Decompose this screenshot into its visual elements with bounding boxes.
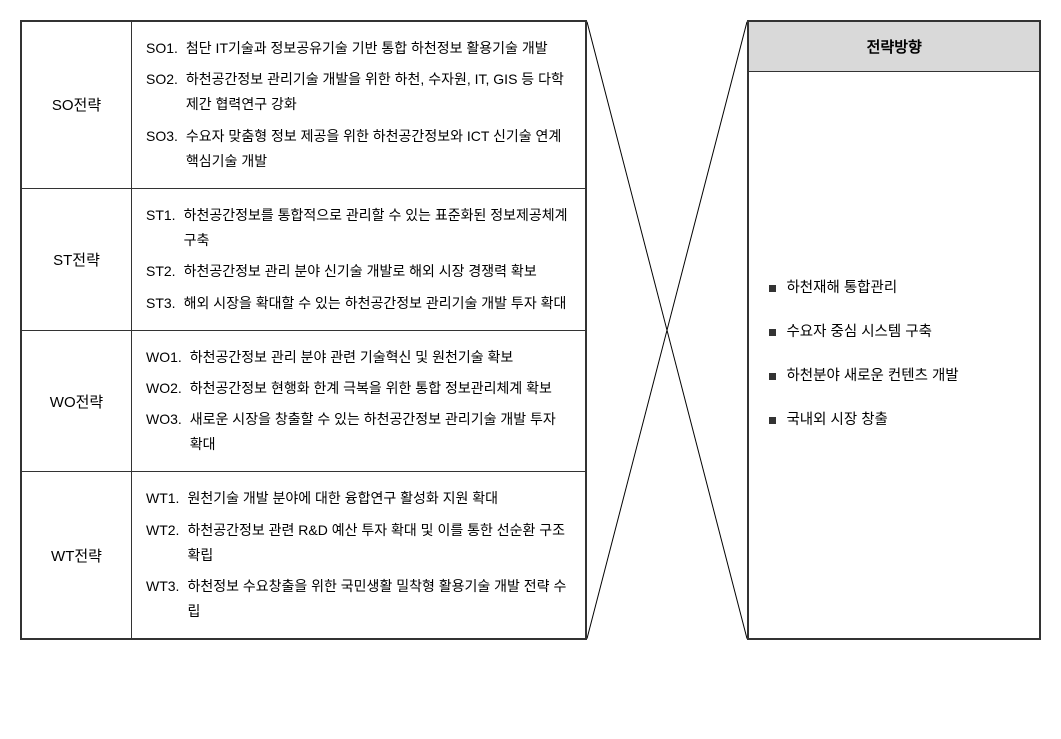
direction-item: 하천재해 통합관리 [769,273,1019,305]
item-text: 원천기술 개발 분야에 대한 융합연구 활성화 지원 확대 [187,486,571,511]
bullet-icon [769,285,776,292]
strategy-row-wo: WO전략 WO1. 하천공간정보 관리 분야 관련 기술혁신 및 원천기술 확보… [22,331,585,473]
strategies-table: SO전략 SO1. 첨단 IT기술과 정보공유기술 기반 통합 하천정보 활용기… [20,20,587,640]
direction-text: 수요자 중심 시스템 구축 [786,317,1019,349]
item-text: 첨단 IT기술과 정보공유기술 기반 통합 하천정보 활용기술 개발 [186,36,572,61]
bullet-icon [769,417,776,424]
item-code: ST2. [146,259,176,284]
strategy-item: ST2. 하천공간정보 관리 분야 신기술 개발로 해외 시장 경쟁력 확보 [146,259,571,284]
strategy-content-wt: WT1. 원천기술 개발 분야에 대한 융합연구 활성화 지원 확대 WT2. … [132,472,585,638]
item-code: SO3. [146,124,178,174]
strategy-label-so: SO전략 [22,22,132,188]
bullet-icon [769,329,776,336]
item-code: WT2. [146,518,179,568]
item-text: 하천공간정보 관련 R&D 예산 투자 확대 및 이를 통한 선순환 구조 확립 [187,518,571,568]
item-text: 하천공간정보 현행화 한계 극복을 위한 통합 정보관리체계 확보 [190,376,572,401]
strategy-row-st: ST전략 ST1. 하천공간정보를 통합적으로 관리할 수 있는 표준화된 정보… [22,189,585,331]
direction-item: 하천분야 새로운 컨텐츠 개발 [769,361,1019,393]
direction-panel: 전략방향 하천재해 통합관리 수요자 중심 시스템 구축 하천분야 새로운 컨텐… [747,20,1041,640]
item-code: WO2. [146,376,182,401]
item-text: 하천공간정보 관리기술 개발을 위한 하천, 수자원, IT, GIS 등 다학… [186,67,572,117]
item-code: SO1. [146,36,178,61]
strategy-item: SO1. 첨단 IT기술과 정보공유기술 기반 통합 하천정보 활용기술 개발 [146,36,571,61]
strategy-item: WO2. 하천공간정보 현행화 한계 극복을 위한 통합 정보관리체계 확보 [146,376,571,401]
direction-header: 전략방향 [749,22,1039,72]
item-code: SO2. [146,67,178,117]
direction-text: 하천분야 새로운 컨텐츠 개발 [786,361,1019,393]
item-text: 새로운 시장을 창출할 수 있는 하천공간정보 관리기술 개발 투자 확대 [190,407,572,457]
item-text: 하천공간정보 관리 분야 관련 기술혁신 및 원천기술 확보 [190,345,572,370]
item-code: WO3. [146,407,182,457]
connector-svg [587,20,747,640]
strategy-item: WT1. 원천기술 개발 분야에 대한 융합연구 활성화 지원 확대 [146,486,571,511]
strategy-label-st: ST전략 [22,189,132,330]
strategy-item: SO3. 수요자 맞춤형 정보 제공을 위한 하천공간정보와 ICT 신기술 연… [146,124,571,174]
strategy-item: ST3. 해외 시장을 확대할 수 있는 하천공간정보 관리기술 개발 투자 확… [146,291,571,316]
strategy-content-so: SO1. 첨단 IT기술과 정보공유기술 기반 통합 하천정보 활용기술 개발 … [132,22,585,188]
strategy-item: SO2. 하천공간정보 관리기술 개발을 위한 하천, 수자원, IT, GIS… [146,67,571,117]
swot-strategy-diagram: SO전략 SO1. 첨단 IT기술과 정보공유기술 기반 통합 하천정보 활용기… [20,20,1041,640]
direction-text: 하천재해 통합관리 [786,273,1019,305]
strategy-row-wt: WT전략 WT1. 원천기술 개발 분야에 대한 융합연구 활성화 지원 확대 … [22,472,585,638]
strategy-content-st: ST1. 하천공간정보를 통합적으로 관리할 수 있는 표준화된 정보제공체계 … [132,189,585,330]
strategy-label-wo: WO전략 [22,331,132,472]
item-code: ST1. [146,203,176,253]
strategy-item: ST1. 하천공간정보를 통합적으로 관리할 수 있는 표준화된 정보제공체계 … [146,203,571,253]
strategy-label-wt: WT전략 [22,472,132,638]
item-code: WO1. [146,345,182,370]
item-text: 하천공간정보 관리 분야 신기술 개발로 해외 시장 경쟁력 확보 [184,259,572,284]
item-code: WT1. [146,486,179,511]
direction-content: 하천재해 통합관리 수요자 중심 시스템 구축 하천분야 새로운 컨텐츠 개발 … [749,72,1039,638]
strategy-content-wo: WO1. 하천공간정보 관리 분야 관련 기술혁신 및 원천기술 확보 WO2.… [132,331,585,472]
direction-text: 국내외 시장 창출 [786,405,1019,437]
item-code: ST3. [146,291,176,316]
item-text: 하천정보 수요창출을 위한 국민생활 밀착형 활용기술 개발 전략 수립 [187,574,571,624]
direction-item: 국내외 시장 창출 [769,405,1019,437]
bullet-icon [769,373,776,380]
item-text: 하천공간정보를 통합적으로 관리할 수 있는 표준화된 정보제공체계 구축 [184,203,572,253]
direction-item: 수요자 중심 시스템 구축 [769,317,1019,349]
strategy-item: WO3. 새로운 시장을 창출할 수 있는 하천공간정보 관리기술 개발 투자 … [146,407,571,457]
strategy-item: WT2. 하천공간정보 관련 R&D 예산 투자 확대 및 이를 통한 선순환 … [146,518,571,568]
item-text: 해외 시장을 확대할 수 있는 하천공간정보 관리기술 개발 투자 확대 [184,291,572,316]
convergence-connector [587,20,747,640]
strategy-row-so: SO전략 SO1. 첨단 IT기술과 정보공유기술 기반 통합 하천정보 활용기… [22,22,585,189]
item-code: WT3. [146,574,179,624]
item-text: 수요자 맞춤형 정보 제공을 위한 하천공간정보와 ICT 신기술 연계 핵심기… [186,124,572,174]
strategy-item: WO1. 하천공간정보 관리 분야 관련 기술혁신 및 원천기술 확보 [146,345,571,370]
strategy-item: WT3. 하천정보 수요창출을 위한 국민생활 밀착형 활용기술 개발 전략 수… [146,574,571,624]
